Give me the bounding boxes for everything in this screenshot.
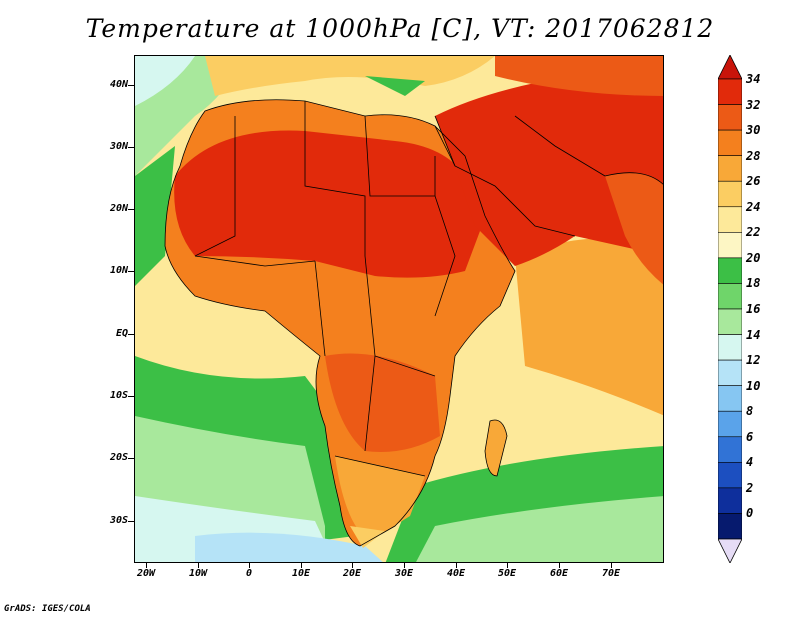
south-atlantic-colder [195, 532, 383, 562]
lon-label-70e: 70E [601, 568, 621, 579]
mediterranean-cool-spot [365, 76, 425, 96]
lon-label-40e: 40E [446, 568, 466, 579]
colorbar-swatch [718, 308, 742, 335]
indian-ocean-cooler-band [416, 496, 663, 562]
lon-tick [249, 563, 250, 568]
colorbar-swatch [718, 257, 742, 284]
lon-tick [301, 563, 302, 568]
lat-tick [128, 521, 134, 522]
lat-tick [128, 85, 134, 86]
colorbar-level-label: 14 [746, 327, 761, 342]
colorbar-swatch [718, 436, 742, 463]
colorbar-swatch [718, 129, 742, 156]
colorbar-top-arrow [718, 55, 742, 80]
colorbar-level-label: 18 [746, 276, 761, 291]
colorbar-swatch [718, 232, 742, 259]
iran-warm-region [495, 56, 663, 96]
colorbar [718, 55, 742, 563]
colorbar-swatch [718, 410, 742, 438]
colorbar-swatch [718, 283, 742, 310]
lat-tick [128, 209, 134, 210]
colorbar-level-label: 12 [746, 353, 761, 368]
colorbar-level-label: 24 [746, 199, 761, 214]
colorbar-level-label: 30 [746, 123, 761, 138]
colorbar-level-label: 6 [746, 429, 754, 444]
colorbar-swatch [718, 104, 742, 131]
colorbar-swatch [718, 487, 742, 514]
colorbar-level-label: 8 [746, 404, 754, 419]
lat-label-30n: 30N [109, 141, 128, 152]
lon-label-60e: 60E [549, 568, 569, 579]
central-africa-warm [325, 353, 440, 452]
lat-tick [128, 147, 134, 148]
india-land [605, 172, 663, 285]
lat-tick [128, 334, 134, 335]
madagascar-land [485, 420, 507, 476]
arabia-hot-region [435, 66, 663, 266]
colorbar-level-label: 4 [746, 455, 754, 470]
lat-tick [128, 396, 134, 397]
colorbar-level-label: 34 [746, 72, 761, 86]
lat-label-20s: 20S [109, 452, 128, 463]
colorbar-swatch [718, 206, 742, 233]
lon-tick [507, 563, 508, 568]
lat-label-30s: 30S [109, 515, 128, 526]
cape-region [350, 526, 385, 548]
colorbar-level-label: 26 [746, 174, 761, 189]
lat-tick [128, 271, 134, 272]
colorbar-level-label: 0 [746, 506, 754, 521]
lon-label-10e: 10E [291, 568, 311, 579]
lon-tick [404, 563, 405, 568]
lat-label-20n: 20N [109, 203, 128, 214]
lat-label-40n: 40N [109, 79, 128, 90]
colorbar-swatch [718, 462, 742, 489]
canary-current-cool [135, 146, 175, 286]
grads-credit: GrADS: IGES/COLA [4, 604, 91, 614]
colorbar-level-label: 10 [746, 378, 761, 393]
colorbar-swatch [718, 155, 742, 182]
map-canvas [135, 56, 663, 562]
lon-tick [611, 563, 612, 568]
colorbar-bottom-arrow [718, 538, 742, 563]
lat-label-eq: EQ [115, 328, 128, 339]
country-borders [164, 99, 663, 547]
lon-tick [198, 563, 199, 568]
lon-label-30e: 30E [394, 568, 414, 579]
southern-europe-land [205, 56, 495, 96]
colorbar-swatch [718, 78, 742, 105]
colorbar-swatch [718, 180, 742, 208]
lon-tick [146, 563, 147, 568]
colorbar-level-label: 32 [746, 97, 761, 112]
lon-label-20w: 20W [136, 568, 156, 579]
colorbar-level-label: 22 [746, 225, 761, 240]
north-atlantic-colder [135, 56, 195, 106]
colorbar-swatch [718, 334, 742, 361]
southern-africa-mild [335, 456, 425, 541]
lon-label-10w: 10W [188, 568, 208, 579]
lon-tick [456, 563, 457, 568]
lon-tick [559, 563, 560, 568]
lat-tick [128, 458, 134, 459]
colorbar-swatch [718, 359, 742, 386]
lon-label-20e: 20E [342, 568, 362, 579]
sahara-hot-region [174, 130, 480, 278]
lat-label-10n: 10N [109, 265, 128, 276]
temperature-map [134, 55, 664, 563]
map-title: Temperature at 1000hPa [C], VT: 20170628… [85, 14, 715, 43]
colorbar-level-label: 2 [746, 480, 754, 495]
lon-label-50e: 50E [497, 568, 517, 579]
lon-tick [352, 563, 353, 568]
lon-label-0: 0 [245, 568, 253, 579]
lat-label-10s: 10S [109, 390, 128, 401]
colorbar-level-label: 20 [746, 250, 761, 265]
colorbar-swatch [718, 385, 742, 412]
colorbar-level-label: 16 [746, 302, 761, 316]
arabian-sea-warm [515, 238, 663, 416]
colorbar-swatch [718, 513, 742, 540]
colorbar-level-label: 28 [746, 148, 761, 163]
